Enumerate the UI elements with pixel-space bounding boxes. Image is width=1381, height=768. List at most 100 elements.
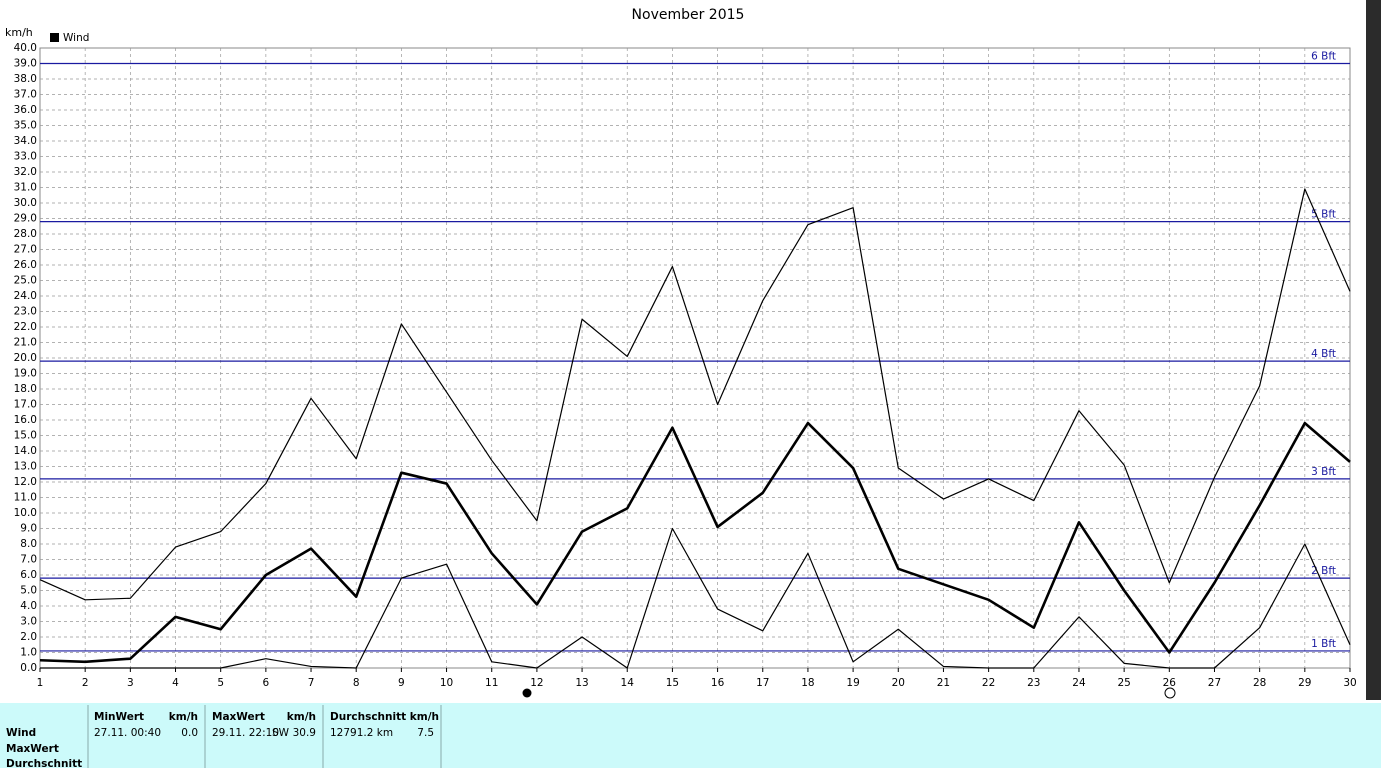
y-tick-label: 27.0: [14, 244, 37, 256]
new-moon-icon: [522, 688, 532, 698]
bft-label: 6 Bft: [1311, 51, 1336, 63]
y-tick-label: 2.0: [20, 631, 37, 643]
y-tick-label: 17.0: [14, 399, 37, 411]
panel-bg: [0, 703, 1381, 768]
y-axis-label: km/h: [5, 26, 33, 39]
x-tick-label: 26: [1163, 677, 1177, 689]
y-tick-label: 5.0: [20, 585, 37, 597]
x-tick-label: 30: [1343, 677, 1356, 689]
y-tick-label: 0.0: [20, 662, 37, 674]
y-tick-label: 7.0: [20, 554, 37, 566]
y-tick-label: 28.0: [14, 228, 37, 240]
y-tick-label: 22.0: [14, 321, 37, 333]
x-tick-label: 24: [1072, 677, 1086, 689]
bft-label: 4 Bft: [1311, 348, 1336, 360]
y-tick-label: 35.0: [14, 120, 37, 132]
y-tick-label: 20.0: [14, 352, 37, 364]
x-tick-label: 6: [263, 677, 270, 689]
y-tick-label: 8.0: [20, 538, 37, 550]
legend-label: Wind: [63, 32, 89, 44]
x-tick-label: 25: [1117, 677, 1130, 689]
y-tick-label: 13.0: [14, 461, 37, 473]
x-tick-label: 19: [846, 677, 859, 689]
cell: 0.0: [181, 727, 198, 739]
x-tick-label: 11: [485, 677, 498, 689]
y-tick-label: 24.0: [14, 290, 37, 302]
x-tick-label: 28: [1253, 677, 1266, 689]
col-unit: km/h: [169, 711, 198, 723]
col-header: Durchschnitt km/h: [330, 711, 439, 723]
x-tick-label: 21: [937, 677, 950, 689]
x-tick-label: 29: [1298, 677, 1311, 689]
cell: 30.9: [293, 727, 316, 739]
y-tick-label: 19.0: [14, 368, 37, 380]
x-tick-label: 3: [127, 677, 134, 689]
chart-title: November 2015: [632, 7, 745, 23]
y-tick-label: 3.0: [20, 616, 37, 628]
bft-label: 1 Bft: [1311, 638, 1336, 650]
series-line: [39, 421, 1351, 664]
x-tick-label: 20: [892, 677, 905, 689]
x-tick-label: 10: [440, 677, 453, 689]
x-tick-label: 23: [1027, 677, 1040, 689]
row-label: MaxWert: [6, 743, 59, 755]
col-header: MinWert: [94, 711, 144, 723]
y-tick-label: 10.0: [14, 507, 37, 519]
cell: 7.5: [417, 727, 434, 739]
x-tick-label: 5: [217, 677, 224, 689]
x-tick-label: 17: [756, 677, 769, 689]
plot: 0.01.02.03.04.05.06.07.08.09.010.011.012…: [14, 42, 1357, 689]
y-tick-label: 38.0: [14, 73, 37, 85]
y-tick-label: 34.0: [14, 135, 37, 147]
row-label: Durchschnitt: [6, 758, 82, 768]
y-tick-label: 30.0: [14, 197, 37, 209]
y-tick-label: 40.0: [14, 42, 37, 54]
x-tick-label: 7: [308, 677, 315, 689]
series-line: [39, 188, 1351, 601]
x-tick-label: 15: [666, 677, 679, 689]
summary-panel: Wind MaxWert Durchschnitt MinWert km/h 2…: [0, 703, 1381, 768]
cell: 27.11. 00:40: [94, 727, 161, 739]
y-tick-label: 9.0: [20, 523, 37, 535]
y-tick-label: 18.0: [14, 383, 37, 395]
x-tick-label: 8: [353, 677, 360, 689]
y-tick-label: 23.0: [14, 306, 37, 318]
x-tick-label: 12: [530, 677, 543, 689]
y-tick-label: 14.0: [14, 445, 37, 457]
x-tick-label: 2: [82, 677, 89, 689]
x-tick-label: 4: [172, 677, 179, 689]
y-tick-label: 21.0: [14, 337, 37, 349]
y-tick-label: 25.0: [14, 275, 37, 287]
y-tick-label: 4.0: [20, 600, 37, 612]
col-unit: km/h: [287, 711, 316, 723]
y-tick-label: 29.0: [14, 213, 37, 225]
y-tick-label: 31.0: [14, 182, 37, 194]
full-moon-icon: [1164, 687, 1176, 699]
y-tick-label: 6.0: [20, 569, 37, 581]
row-label: Wind: [6, 727, 36, 739]
cell: 29.11. 22:10: [212, 727, 279, 739]
y-tick-label: 39.0: [14, 58, 37, 70]
y-tick-label: 15.0: [14, 430, 37, 442]
bft-label: 2 Bft: [1311, 565, 1336, 577]
cell: SW: [272, 727, 290, 739]
legend-swatch: [50, 33, 59, 42]
x-tick-label: 1: [37, 677, 44, 689]
y-tick-label: 11.0: [14, 492, 37, 504]
x-tick-label: 27: [1208, 677, 1221, 689]
x-tick-label: 13: [575, 677, 588, 689]
series-line: [40, 527, 1351, 669]
x-tick-label: 9: [398, 677, 405, 689]
bft-label: 3 Bft: [1311, 466, 1336, 478]
cell: 12791.2 km: [330, 727, 393, 739]
x-tick-label: 22: [982, 677, 995, 689]
window-edge: [1366, 0, 1381, 700]
y-tick-label: 16.0: [14, 414, 37, 426]
y-tick-label: 1.0: [20, 647, 37, 659]
x-tick-label: 16: [711, 677, 725, 689]
y-tick-label: 32.0: [14, 166, 37, 178]
y-tick-label: 37.0: [14, 89, 37, 101]
x-tick-label: 18: [801, 677, 814, 689]
